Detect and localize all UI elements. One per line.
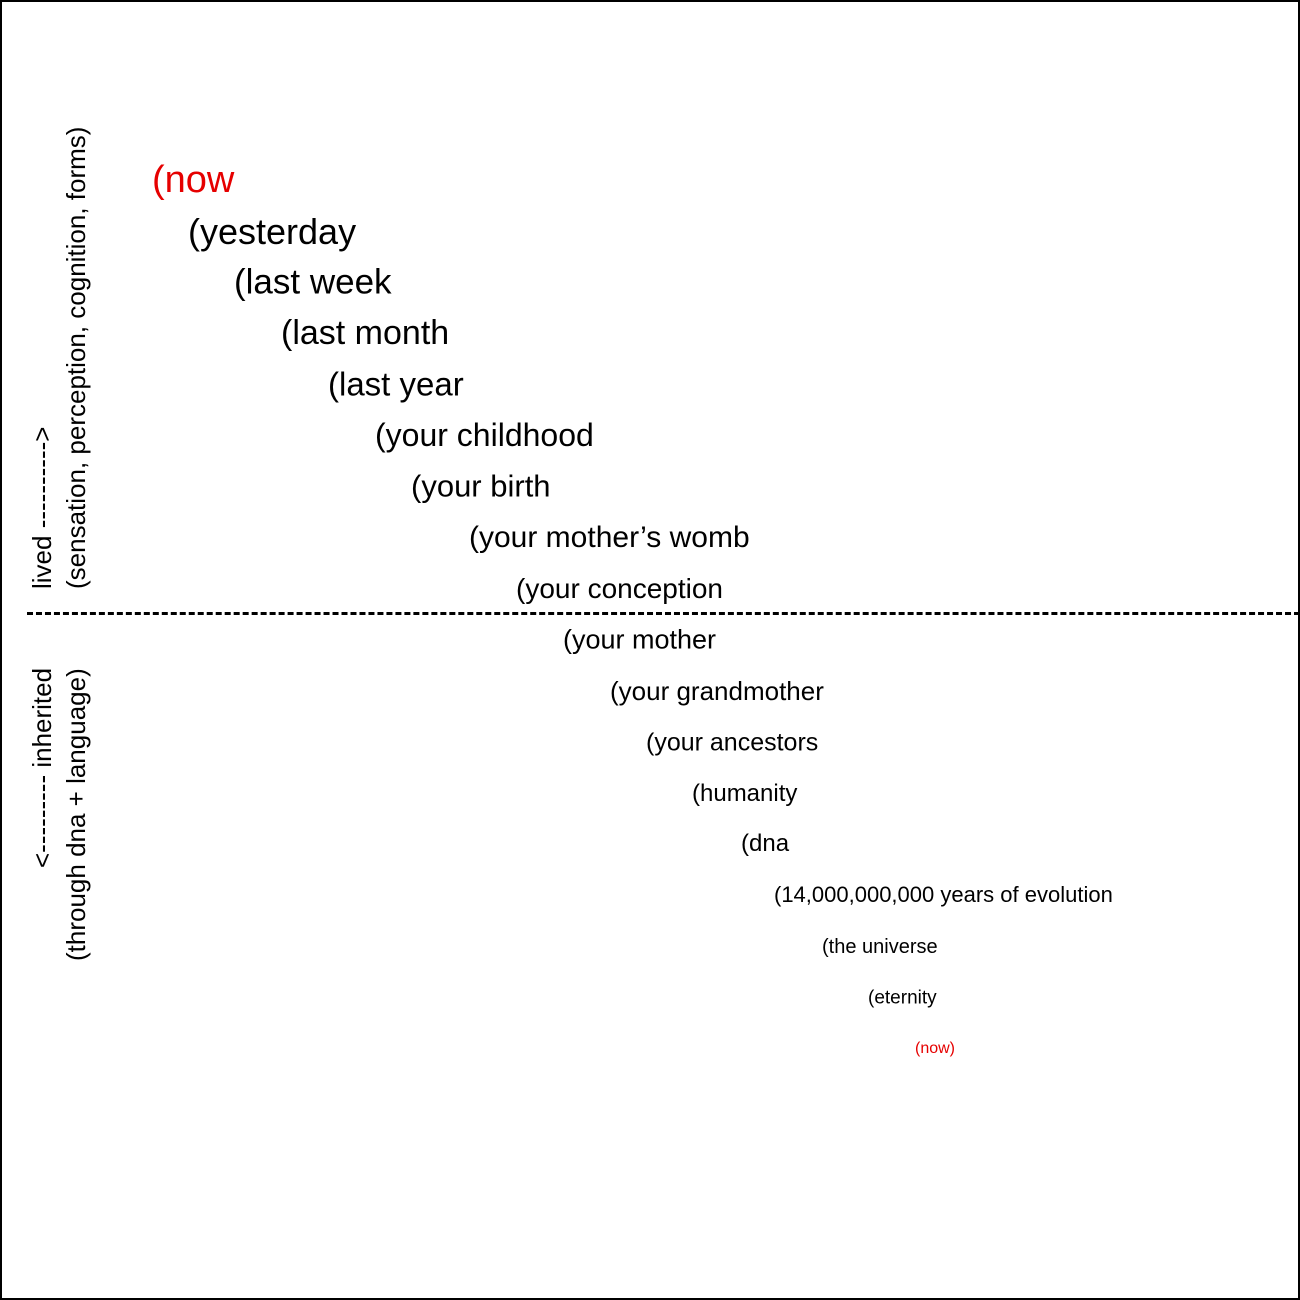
step-evolution: (14,000,000,000 years of evolution <box>774 882 1113 907</box>
step-now: (now <box>152 159 235 201</box>
step-your-conception: (your conception <box>516 573 724 604</box>
step-your-ancestors: (your ancestors <box>646 728 819 757</box>
step-your-birth: (your birth <box>411 468 551 504</box>
step-your-mother: (your mother <box>563 624 717 655</box>
step-dna: (dna <box>741 830 790 857</box>
inherited-label: <--------- inherited <box>27 667 57 868</box>
step-your-grandmother: (your grandmother <box>610 676 824 706</box>
dashed-divider <box>27 612 1300 615</box>
step-your-childhood: (your childhood <box>375 417 594 453</box>
step-last-month: (last month <box>281 314 450 352</box>
lived-label: lived ----------> <box>27 426 57 589</box>
step-your-mothers-womb: (your mother’s womb <box>469 521 750 554</box>
inherited-sublabel: (through dna + language) <box>61 668 91 961</box>
step-now-closing: (now) <box>915 1040 956 1057</box>
step-yesterday: (yesterday <box>188 211 357 252</box>
step-last-year: (last year <box>328 365 464 403</box>
step-humanity: (humanity <box>692 780 798 807</box>
lived-sublabel: (sensation, perception, cognition, forms… <box>61 126 91 589</box>
step-last-week: (last week <box>234 262 392 302</box>
step-eternity: (eternity <box>868 987 937 1009</box>
step-the-universe: (the universe <box>822 936 938 958</box>
